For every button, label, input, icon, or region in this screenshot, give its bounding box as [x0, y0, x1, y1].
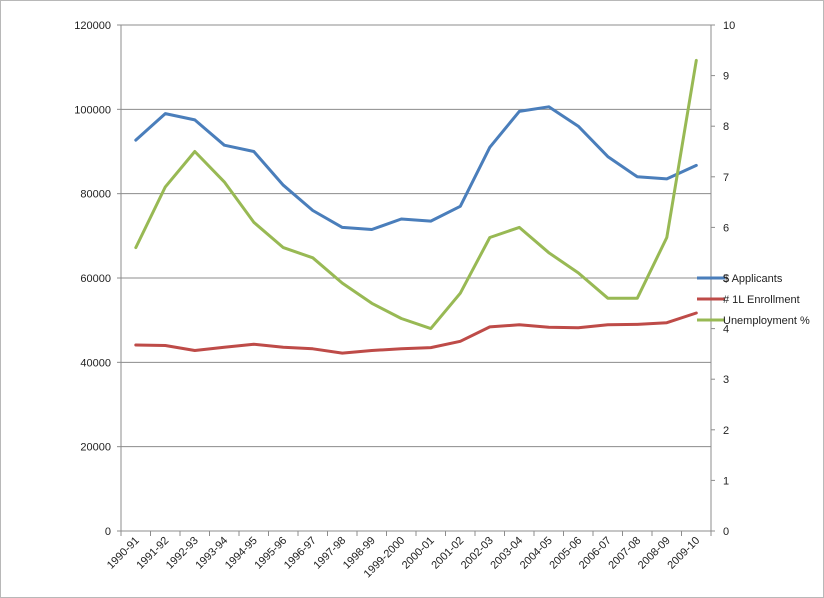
right-tick-label: 7 — [723, 172, 729, 184]
right-tick-label: 1 — [723, 475, 729, 487]
left-tick-label: 20000 — [80, 442, 111, 454]
legend-label: Unemployment % — [723, 315, 810, 327]
left-tick-label: 80000 — [80, 189, 111, 201]
right-tick-label: 4 — [723, 324, 729, 336]
left-tick-label: 120000 — [74, 20, 111, 32]
right-tick-label: 8 — [723, 121, 729, 133]
left-tick-label: 40000 — [80, 357, 111, 369]
series-line — [134, 105, 698, 231]
series-line — [134, 311, 698, 355]
right-tick-label: 6 — [723, 222, 729, 234]
right-tick-label: 3 — [723, 374, 729, 386]
left-tick-label: 0 — [105, 526, 111, 538]
left-tick-label: 100000 — [74, 104, 111, 116]
legend-label: # 1L Enrollment — [723, 294, 800, 306]
right-tick-label: 2 — [723, 425, 729, 437]
right-tick-label: 0 — [723, 526, 729, 538]
legend-label: $ Applicants — [723, 273, 783, 285]
left-tick-label: 60000 — [80, 273, 111, 285]
right-tick-label: 5 — [723, 273, 729, 285]
right-tick-label: 9 — [723, 71, 729, 83]
right-tick-label: 10 — [723, 20, 735, 32]
x-tick-label: 2009-10 — [665, 535, 702, 572]
series-line — [134, 58, 698, 331]
